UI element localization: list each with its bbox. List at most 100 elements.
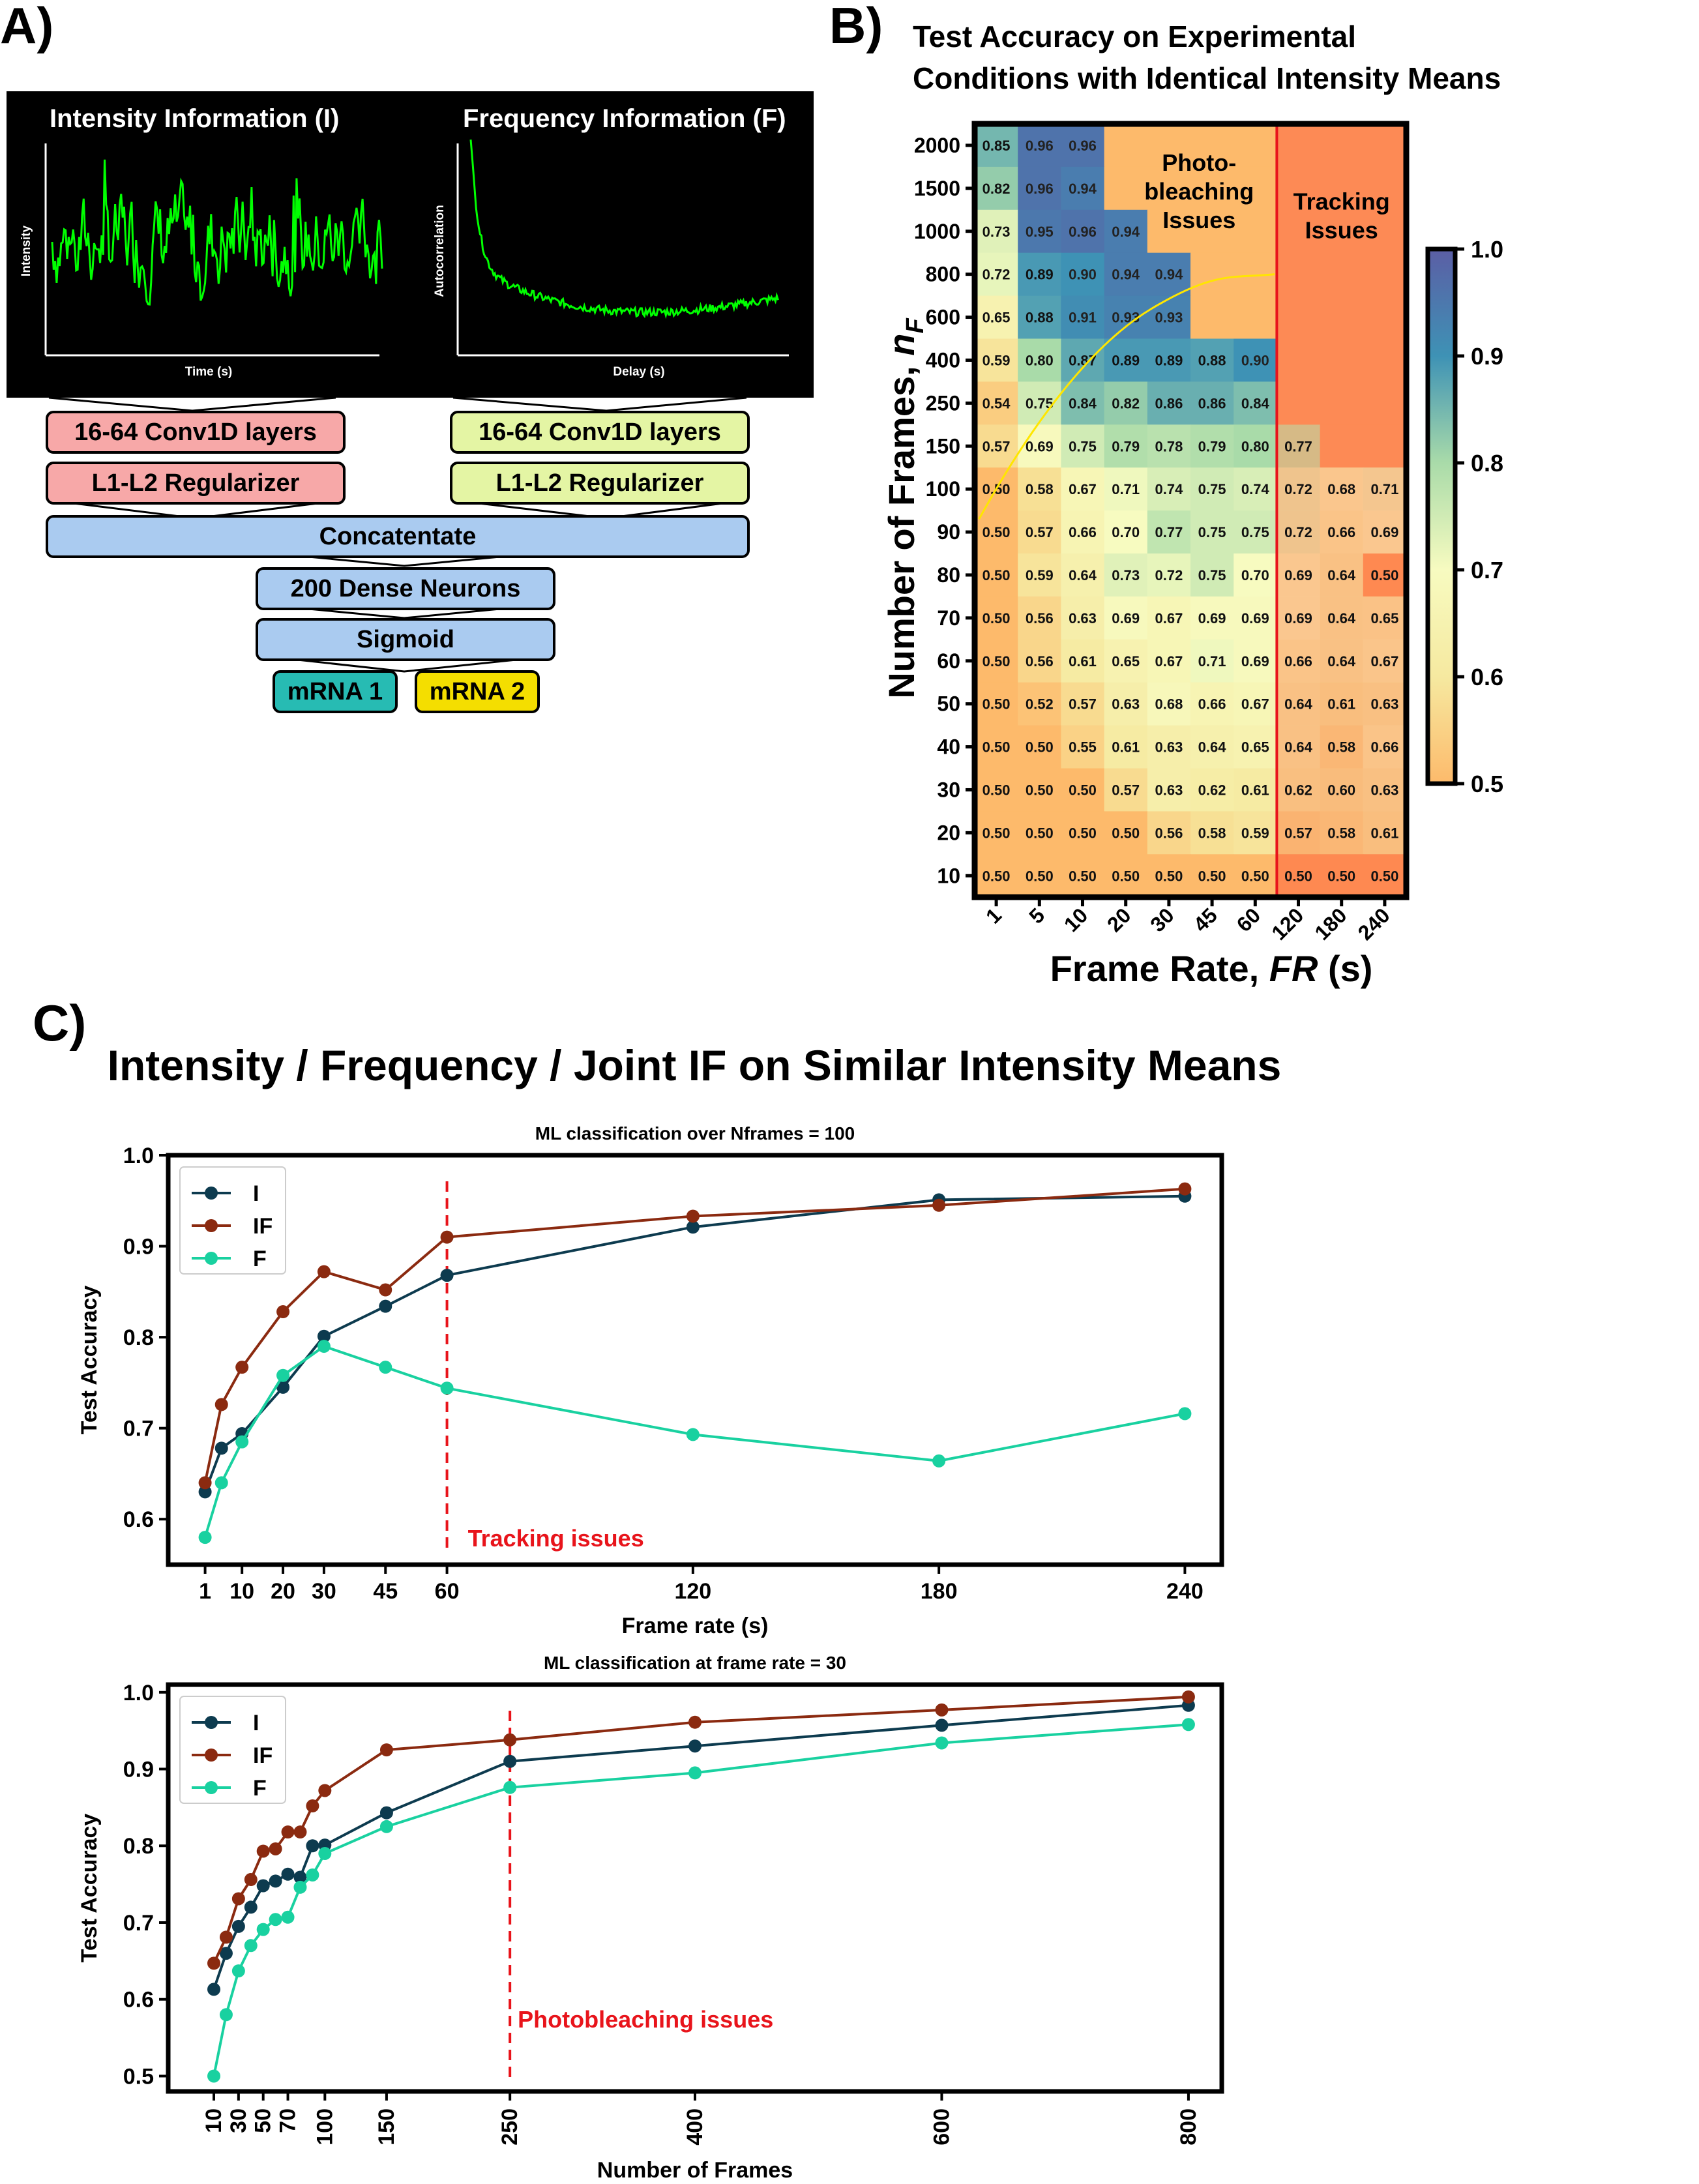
heatmap-cell-label: 0.93	[1155, 310, 1183, 326]
data-point-f	[214, 1476, 228, 1490]
heatmap-cell	[1147, 596, 1191, 640]
heatmap-cell-label: 0.66	[1284, 653, 1312, 670]
heatmap-cell	[1147, 295, 1191, 340]
heatmap-empty-cell	[1190, 124, 1234, 168]
data-point-f	[503, 1780, 517, 1794]
data-point-f	[686, 1428, 700, 1441]
heatmap-cell-label: 0.74	[1155, 481, 1183, 497]
data-point-if	[932, 1198, 946, 1212]
data-point-i	[686, 1220, 700, 1234]
data-point-f	[935, 1736, 949, 1750]
heatmap-cell-label: 0.71	[1370, 481, 1398, 497]
heatmap-cell-label: 0.96	[1069, 138, 1097, 154]
heatmap-cell	[1018, 639, 1061, 683]
heatmap-cell	[1320, 639, 1364, 683]
heatmap-cell	[1061, 510, 1105, 554]
autocorr-xlabel: Delay (s)	[613, 365, 664, 379]
heatmap-cell-label: 0.58	[1026, 481, 1054, 497]
heatmap-cell	[975, 338, 1018, 382]
line-chart-title: ML classification at frame rate = 30	[544, 1653, 846, 1673]
photobleaching-boundary-curve	[978, 273, 1275, 520]
heatmap-cell	[1018, 768, 1061, 812]
heatmap-cell-label: 0.63	[1155, 739, 1183, 756]
heatmap-cell	[1104, 725, 1148, 769]
colorbar-tick-label: 0.6	[1471, 664, 1503, 690]
heatmap-cell	[1277, 854, 1321, 898]
heatmap-cell	[1363, 682, 1407, 726]
y-axis-label: Test Accuracy	[77, 1814, 102, 1963]
colorbar-tick-label: 0.8	[1471, 450, 1503, 477]
heatmap-cell	[1018, 338, 1061, 382]
heatmap-cell	[1234, 811, 1277, 855]
tracking-overlay-cell	[1320, 510, 1364, 554]
heatmap-cell-label: 0.56	[1155, 825, 1183, 841]
data-point-i	[503, 1754, 517, 1768]
heatmap-cell	[1363, 467, 1407, 511]
tracking-overlay-cell	[1277, 424, 1321, 468]
ytick-label: 0.9	[123, 1758, 154, 1782]
xtick-label: 250	[497, 2108, 522, 2146]
heatmap-cell	[1190, 467, 1234, 511]
heatmap-cell	[1147, 682, 1191, 726]
heatmap-colorbar: 0.5 0.6 0.7 0.8 0.9 1.0	[1425, 236, 1503, 797]
heatmap-cell-label: 0.65	[982, 310, 1011, 326]
colorbar-tick-label: 0.7	[1471, 557, 1503, 583]
xtick-label: 50	[251, 2108, 276, 2133]
heatmap-xtick-label: 1	[981, 904, 1006, 928]
heatmap-cell	[975, 295, 1018, 340]
heatmap-cell-label: 0.57	[1069, 696, 1097, 713]
heatmap-cell-label: 0.96	[1026, 138, 1054, 154]
heatmap-cell-label: 0.90	[1241, 352, 1269, 368]
ytick-label: 0.8	[123, 1325, 154, 1350]
heatmap-cell	[975, 553, 1018, 597]
vline-label: Tracking issues	[468, 1525, 644, 1552]
heatmap-cell-label: 0.75	[1198, 524, 1226, 540]
data-point-f	[235, 1435, 249, 1449]
data-point-f	[317, 1340, 331, 1353]
heatmap-cell	[1018, 252, 1061, 297]
legend-marker	[205, 1252, 218, 1265]
xtick-label: 60	[435, 1579, 460, 1604]
heatmap-cell	[1061, 639, 1105, 683]
heatmap-cell-label: 0.89	[1112, 352, 1140, 368]
heatmap-cell-label: 0.50	[982, 653, 1011, 670]
heatmap-cell-label: 0.71	[1112, 481, 1140, 497]
heatmap-cell	[1147, 725, 1191, 769]
heatmap-cell-label: 0.50	[1026, 825, 1054, 841]
intensity-title: Intensity Information (I)	[50, 104, 340, 133]
heatmap-cell	[1234, 596, 1277, 640]
heatmap-cell	[1061, 682, 1105, 726]
heatmap-cell-label: 0.64	[1327, 653, 1356, 670]
heatmap-cell-label: 0.57	[1112, 782, 1140, 798]
heatmap-cell-label: 0.67	[1155, 610, 1183, 627]
heatmap-cell	[1234, 854, 1277, 898]
heatmap-cell	[1320, 768, 1364, 812]
data-point-f	[231, 1964, 245, 1978]
heatmap-cell-label: 0.50	[1069, 782, 1097, 798]
heatmap-xtick-label: 5	[1024, 904, 1049, 928]
heatmap-frame	[971, 121, 1410, 900]
data-point-f	[1181, 1718, 1195, 1732]
heatmap-cell	[1277, 725, 1321, 769]
heatmap-cell-label: 0.62	[1284, 782, 1312, 798]
heatmap-cell	[1190, 682, 1234, 726]
data-point-if	[244, 1873, 258, 1887]
xtick-label: 1	[199, 1579, 211, 1604]
heatmap-cell	[975, 682, 1018, 726]
heatmap-cell-label: 0.64	[1327, 567, 1356, 583]
heatmap-cell	[1018, 553, 1061, 597]
data-point-f	[269, 1913, 282, 1926]
ytick-label: 1.0	[123, 1144, 154, 1168]
heatmap-cell	[1363, 854, 1407, 898]
heatmap-cell-label: 0.64	[1284, 739, 1313, 756]
heatmap-cell-label: 0.64	[1069, 567, 1097, 583]
heatmap-cell-label: 0.74	[1241, 481, 1270, 497]
colorbar-tick-label: 0.9	[1471, 343, 1503, 370]
heatmap-cell	[1147, 381, 1191, 425]
frequency-title: Frequency Information (F)	[463, 104, 786, 133]
data-point-i	[207, 1983, 221, 1996]
heatmap-cell	[1104, 209, 1148, 254]
heatmap-cell	[1061, 553, 1105, 597]
data-point-f	[219, 2008, 233, 2022]
heatmap-cell-label: 0.55	[1069, 739, 1097, 756]
